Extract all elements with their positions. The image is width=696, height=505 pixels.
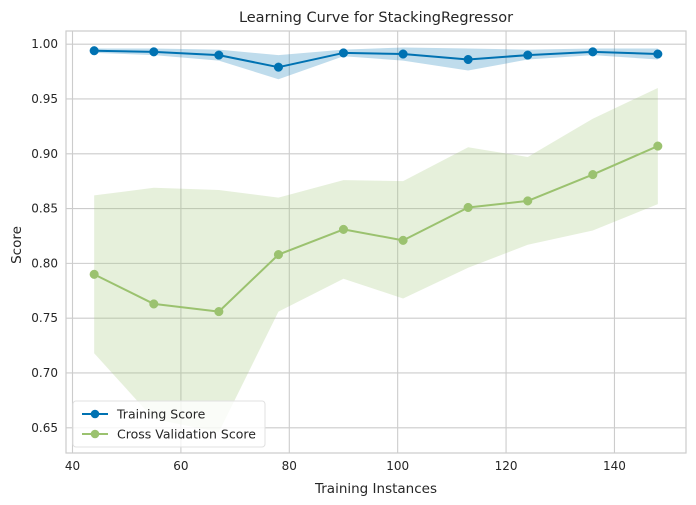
data-point-training <box>214 50 224 60</box>
data-point-training <box>523 50 533 60</box>
x-tick-label: 140 <box>603 459 626 473</box>
confidence-band-cross-validation <box>94 88 658 433</box>
x-tick-label: 60 <box>173 459 188 473</box>
x-tick-label: 80 <box>282 459 297 473</box>
legend-marker-cross-validation <box>90 429 100 439</box>
y-tick-label: 0.85 <box>31 202 58 216</box>
data-point-training <box>149 47 159 57</box>
data-point-cross-validation <box>398 235 408 245</box>
x-axis-title: Training Instances <box>314 481 437 497</box>
y-tick-label: 1.00 <box>31 37 58 51</box>
data-point-cross-validation <box>588 170 598 180</box>
data-point-cross-validation <box>463 202 473 213</box>
data-point-cross-validation <box>653 141 663 151</box>
series-line-cross-validation <box>93 145 659 313</box>
x-tick-label: 100 <box>386 459 409 473</box>
data-point-training <box>588 47 598 57</box>
y-tick-label: 0.75 <box>31 311 58 325</box>
legend-label-cross-validation: Cross Validation Score <box>117 427 256 442</box>
x-tick-label: 120 <box>495 459 518 473</box>
series-line-training <box>94 49 658 69</box>
y-tick-label: 0.95 <box>31 92 58 106</box>
data-point-training <box>338 48 349 58</box>
data-point-training <box>398 49 408 59</box>
y-tick-label: 0.65 <box>31 421 58 435</box>
data-point-cross-validation <box>149 299 159 309</box>
plot-area: 40 60 80 100 120 140 0.65 0.70 0.75 0.80 0.85 0.90 0… <box>31 30 687 473</box>
data-point-training <box>273 62 283 72</box>
data-point-cross-validation <box>523 196 533 206</box>
y-tick-label: 0.80 <box>31 256 58 270</box>
data-point-training <box>653 49 663 59</box>
x-tick-label: 40 <box>65 459 80 473</box>
y-tick-label: 0.90 <box>31 147 58 161</box>
data-point-cross-validation <box>338 224 349 234</box>
data-point-training <box>89 46 99 56</box>
legend-label-training: Training Score <box>116 407 206 422</box>
legend-marker-training <box>90 409 100 419</box>
chart-title: Learning Curve for StackingRegressor <box>239 10 513 26</box>
legend-box <box>72 400 266 448</box>
plot-background <box>66 31 686 453</box>
data-point-cross-validation <box>89 269 99 279</box>
legend: Training Score Cross Validation Score <box>72 400 266 448</box>
y-axis-title: Score <box>9 226 25 264</box>
plot-border <box>65 30 687 454</box>
y-tick-label: 0.70 <box>31 366 58 380</box>
data-point-training <box>463 54 473 65</box>
data-point-cross-validation <box>214 307 224 317</box>
data-point-cross-validation <box>273 250 283 260</box>
